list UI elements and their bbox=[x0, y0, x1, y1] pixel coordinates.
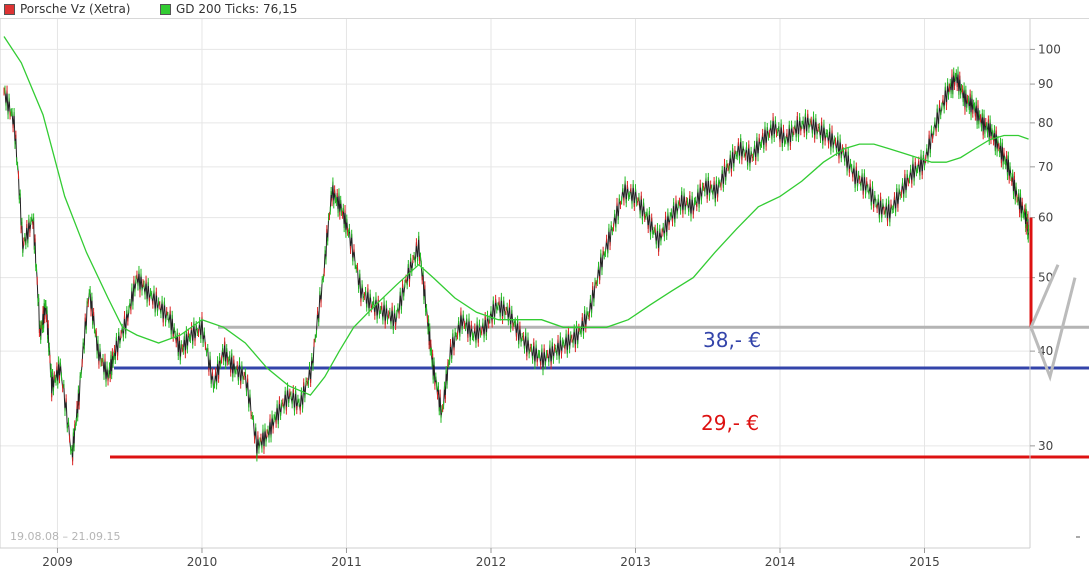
y-tick-label: 100 bbox=[1038, 42, 1061, 56]
legend: Porsche Vz (Xetra) GD 200 Ticks: 76,15 bbox=[0, 0, 1089, 19]
legend-ma-label: GD 200 Ticks: 76,15 bbox=[176, 2, 298, 16]
x-tick-label: 2014 bbox=[765, 555, 796, 569]
y-tick-label: 70 bbox=[1038, 160, 1053, 174]
series bbox=[3, 36, 1030, 466]
legend-price-label: Porsche Vz (Xetra) bbox=[20, 2, 131, 16]
axis-corner bbox=[1030, 548, 1089, 577]
projection-arrow-1 bbox=[1029, 277, 1077, 382]
moving-average-line bbox=[3, 36, 1029, 396]
annotation-38-euro: 38,- € bbox=[703, 328, 762, 352]
y-tick-label: 30 bbox=[1038, 439, 1053, 453]
horizontal-level-lines bbox=[110, 325, 1089, 459]
x-tick-label: 2012 bbox=[476, 555, 507, 569]
x-tick-label: 2010 bbox=[187, 555, 218, 569]
ma-swatch-icon bbox=[160, 3, 171, 15]
grid bbox=[0, 18, 1030, 548]
resize-handle-icon[interactable] bbox=[1076, 536, 1080, 538]
x-tick-label: 2015 bbox=[909, 555, 940, 569]
price-line bbox=[3, 70, 1030, 462]
legend-item-price[interactable]: Porsche Vz (Xetra) bbox=[4, 2, 130, 16]
plot-frame bbox=[0, 17, 1031, 549]
y-tick-label: 60 bbox=[1038, 211, 1053, 225]
x-tick-label: 2009 bbox=[42, 555, 73, 569]
y-tick-label: 80 bbox=[1038, 116, 1053, 130]
x-tick-label: 2011 bbox=[331, 555, 362, 569]
x-tick-label: 2013 bbox=[620, 555, 651, 569]
annotation-29-euro: 29,- € bbox=[701, 411, 760, 435]
date-range-label: 19.08.08 – 21.09.15 bbox=[10, 530, 121, 543]
y-tick-label: 90 bbox=[1038, 77, 1053, 91]
legend-item-ma[interactable]: GD 200 Ticks: 76,15 bbox=[160, 2, 297, 16]
price-swatch-icon bbox=[4, 3, 15, 15]
projection-arrows bbox=[1029, 217, 1077, 382]
projection-arrow-2 bbox=[1029, 264, 1060, 328]
